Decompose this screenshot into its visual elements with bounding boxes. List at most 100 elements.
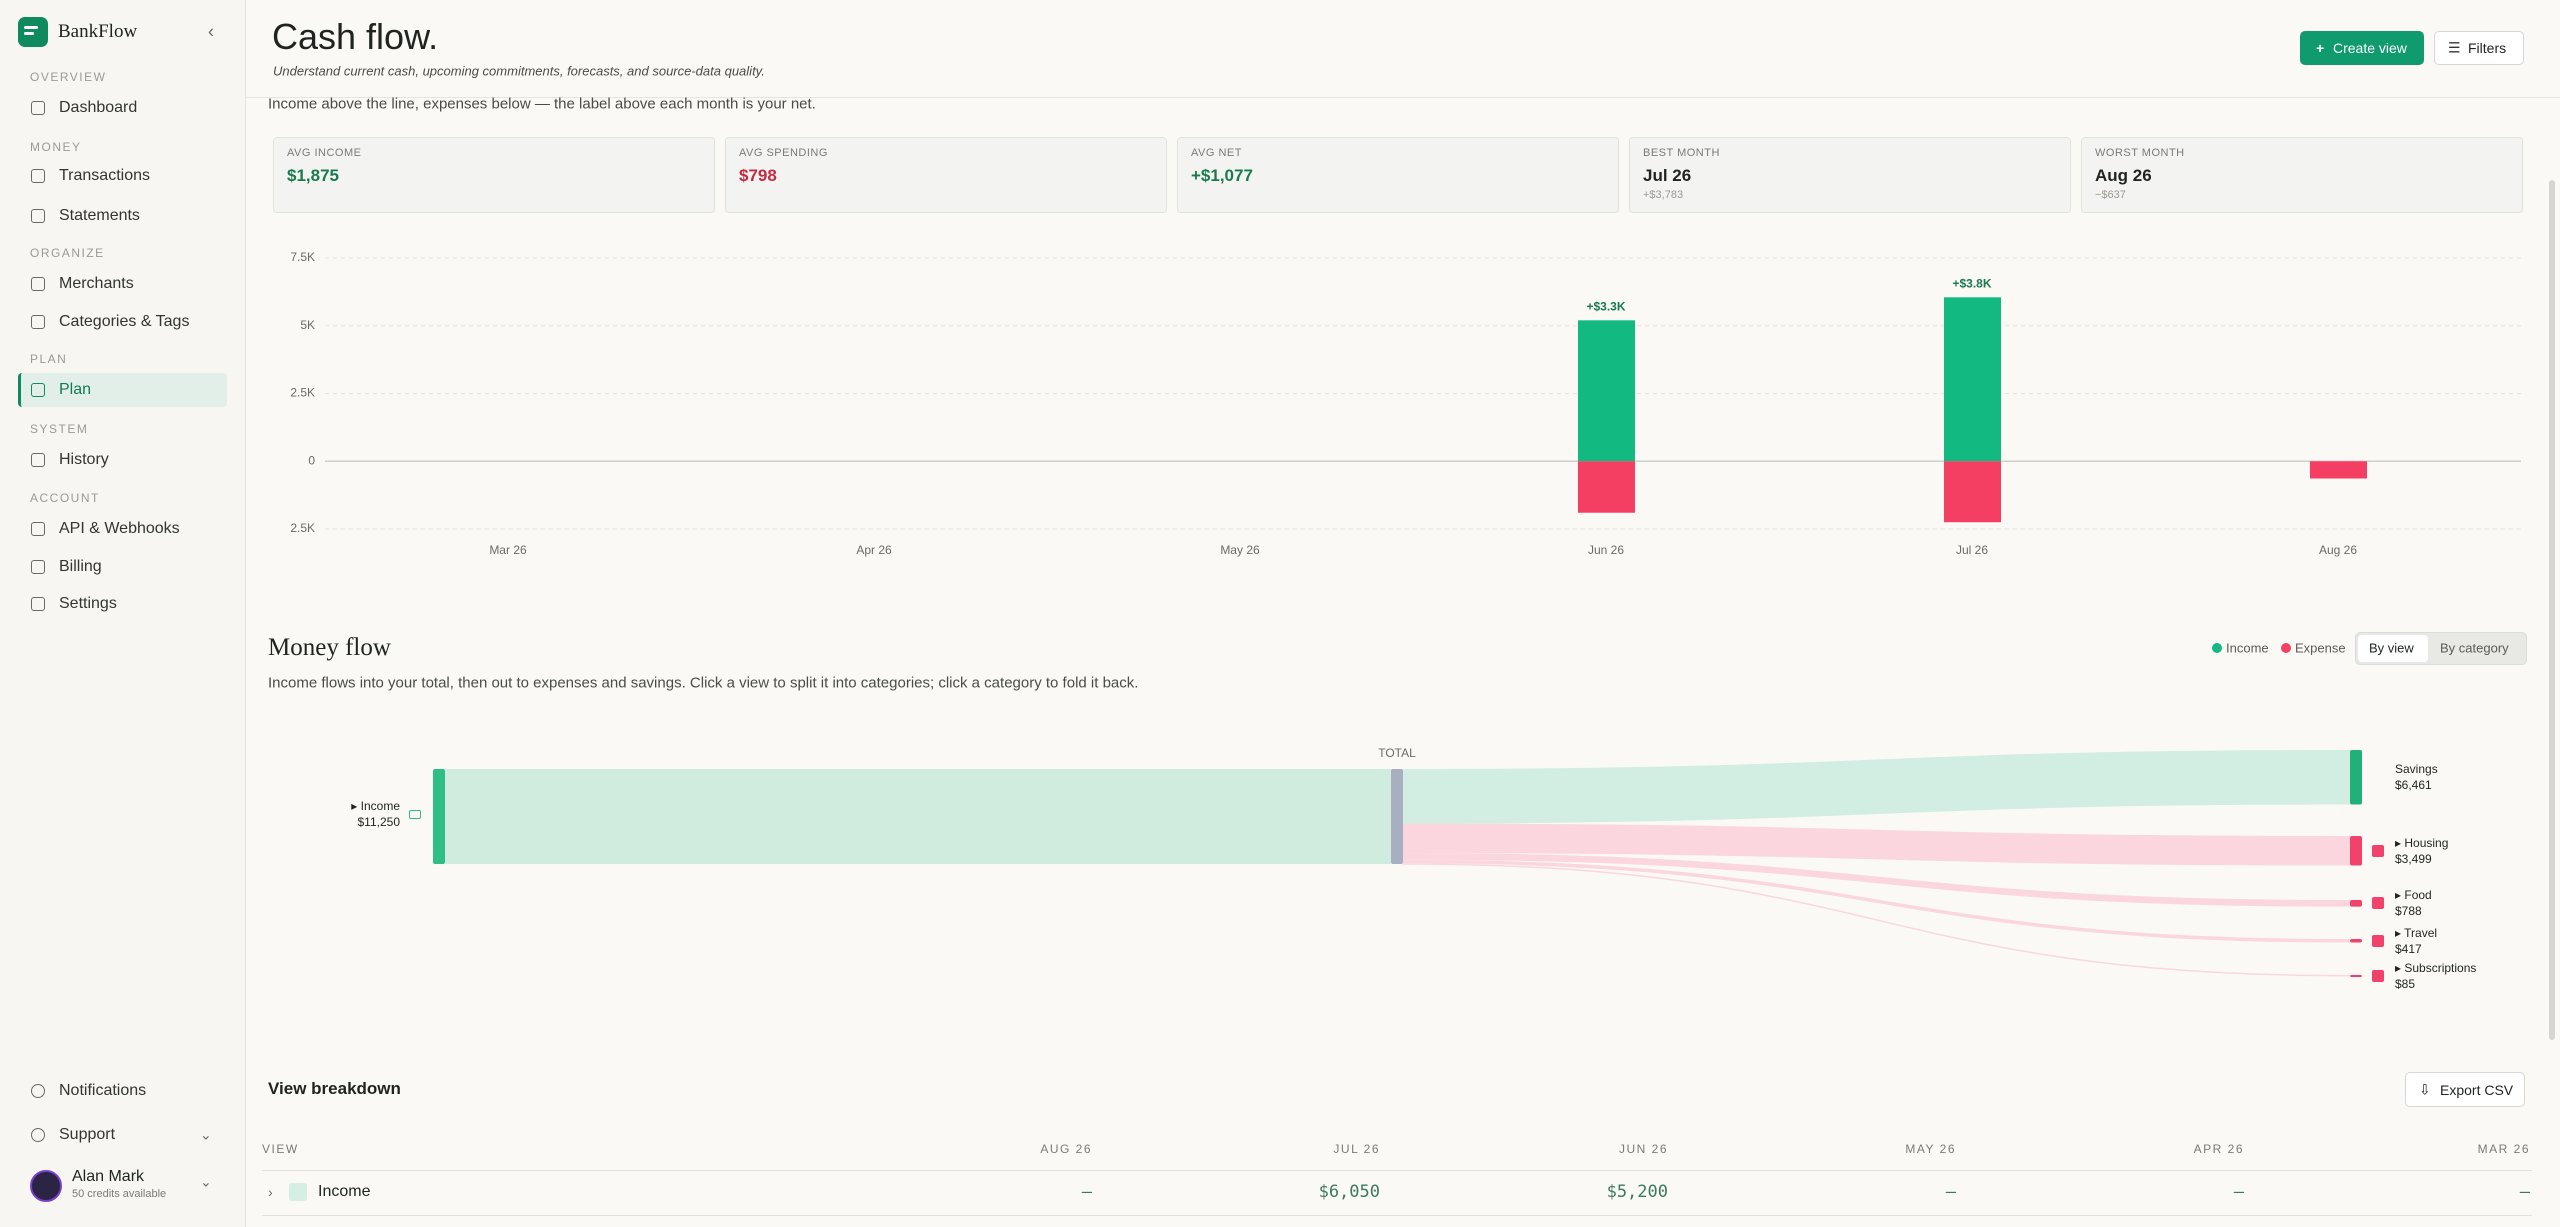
section-label: OVERVIEW xyxy=(30,70,107,84)
brand-name: BankFlow xyxy=(58,21,138,42)
nav-item[interactable]: Dashboard xyxy=(59,99,138,116)
section-label: ORGANIZE xyxy=(30,246,105,260)
filters-icon: ☰ xyxy=(2448,39,2461,56)
nav-item[interactable]: Settings xyxy=(59,595,117,612)
x-tick-label: Mar 26 xyxy=(489,543,527,557)
nav-icon xyxy=(31,1084,45,1098)
source-node xyxy=(433,769,445,864)
create-view-label: + xyxy=(2316,40,2325,56)
footer-item[interactable]: Support xyxy=(59,1126,116,1143)
export-label[interactable]: Export CSV xyxy=(2440,1082,2514,1098)
section-label: SYSTEM xyxy=(30,422,89,436)
collapse-button[interactable]: ‹ xyxy=(208,21,214,42)
nav-icon xyxy=(31,597,45,611)
flow xyxy=(1403,823,2350,866)
sankey: TOTAL xyxy=(433,746,2362,977)
stat-value: $798 xyxy=(739,166,777,185)
stat-sub: −$637 xyxy=(2095,189,2126,201)
flow xyxy=(1403,853,2350,907)
stat-sub: +$3,783 xyxy=(1643,189,1684,201)
user-name: Alan Mark xyxy=(72,1168,145,1185)
bar xyxy=(1944,297,2001,462)
section-label: PLAN xyxy=(30,352,68,366)
node-label: ▸ Income xyxy=(351,799,400,813)
nav-icon xyxy=(31,453,45,467)
footer-item[interactable]: Notifications xyxy=(59,1082,147,1099)
node-value: $788 xyxy=(2395,904,2422,919)
nav-icon xyxy=(31,101,45,115)
section-title: Money flow xyxy=(268,634,391,661)
node-icon xyxy=(409,810,421,819)
flow xyxy=(1403,750,2350,824)
toggle-option[interactable]: By view xyxy=(2369,640,2414,656)
filters-label[interactable]: Filters xyxy=(2468,40,2507,56)
toggle-active[interactable] xyxy=(2358,635,2428,662)
summary-note: Income above the line, expenses below — … xyxy=(268,95,816,113)
toggle-option[interactable]: By category xyxy=(2440,640,2509,656)
target-node xyxy=(2350,750,2362,805)
bar xyxy=(2310,461,2367,479)
nav-icon xyxy=(31,315,45,329)
section-label: ACCOUNT xyxy=(30,491,100,505)
nav-item[interactable]: History xyxy=(59,451,109,468)
row-label: Income xyxy=(318,1183,371,1200)
bar xyxy=(1944,461,2001,523)
node-label: ▸ Housing xyxy=(2395,835,2449,850)
table-cell: $5,200 xyxy=(1606,1182,1668,1202)
node-icon xyxy=(2372,844,2384,857)
stat-label: BEST MONTH xyxy=(1643,147,1720,159)
nav-item[interactable]: Categories & Tags xyxy=(59,313,190,330)
node-icon xyxy=(2372,934,2384,947)
flow xyxy=(1403,863,2350,977)
table-divider xyxy=(262,1170,2532,1171)
column-header: JUL 26 xyxy=(1333,1142,1380,1156)
stat-value: +$1,077 xyxy=(1191,166,1253,185)
nav-item[interactable]: Merchants xyxy=(59,275,134,292)
table-cell: $6,050 xyxy=(1318,1182,1380,1202)
chevron: ⌄ xyxy=(200,1126,212,1143)
header-divider xyxy=(246,97,2560,98)
sidebar xyxy=(0,0,246,1227)
export-icon: ⇩ xyxy=(2419,1081,2431,1098)
filters-button[interactable] xyxy=(2434,31,2524,65)
row-chevron[interactable]: › xyxy=(268,1184,273,1200)
table-divider xyxy=(262,1215,2532,1216)
node-value: $6,461 xyxy=(2395,778,2432,793)
chevron: ⌄ xyxy=(200,1173,212,1190)
y-tick-label: 7.5K xyxy=(290,250,315,264)
node-value: $417 xyxy=(2395,941,2422,956)
node-icon xyxy=(2372,897,2384,910)
nav-item[interactable]: Plan xyxy=(59,381,92,398)
export-button[interactable] xyxy=(2405,1072,2525,1107)
stat-value: Aug 26 xyxy=(2095,166,2152,185)
bar xyxy=(1578,320,1635,462)
column-header: APR 26 xyxy=(2193,1142,2244,1156)
table-cell: — xyxy=(2519,1182,2530,1202)
nav-icon xyxy=(31,1128,45,1142)
nav-item[interactable]: Billing xyxy=(59,558,102,575)
nav-item[interactable]: API & Webhooks xyxy=(59,520,180,537)
nav-item[interactable]: Statements xyxy=(59,207,140,224)
x-tick-label: May 26 xyxy=(1220,543,1260,557)
y-tick-label: 0 xyxy=(308,453,315,467)
page-subtitle: Understand current cash, upcoming commit… xyxy=(273,63,765,79)
node-value: $85 xyxy=(2395,977,2416,991)
nav-icon xyxy=(31,560,45,574)
create-view-button[interactable] xyxy=(2300,31,2424,65)
node-label: ▸ Subscriptions xyxy=(2395,961,2477,975)
node-icon xyxy=(2372,970,2384,982)
target-node xyxy=(2350,836,2362,866)
nav-item[interactable]: Transactions xyxy=(59,167,150,184)
column-header: VIEW xyxy=(262,1142,299,1156)
stat-label: AVG INCOME xyxy=(287,147,362,159)
total-label: TOTAL xyxy=(1378,746,1416,760)
stat-value: Jul 26 xyxy=(1643,166,1692,185)
stat-label: AVG NET xyxy=(1191,147,1242,159)
create-view-label[interactable]: Create view xyxy=(2333,40,2407,56)
bar xyxy=(1578,461,1635,513)
bar-chart: 7.5K 5K 2.5K 0 2.5K Mar 26 Apr 26 May 26 Jun 26 +… xyxy=(290,250,2521,557)
table-cell: — xyxy=(1945,1182,1956,1202)
scrollbar xyxy=(2549,180,2555,1040)
nav-icon xyxy=(31,169,45,183)
